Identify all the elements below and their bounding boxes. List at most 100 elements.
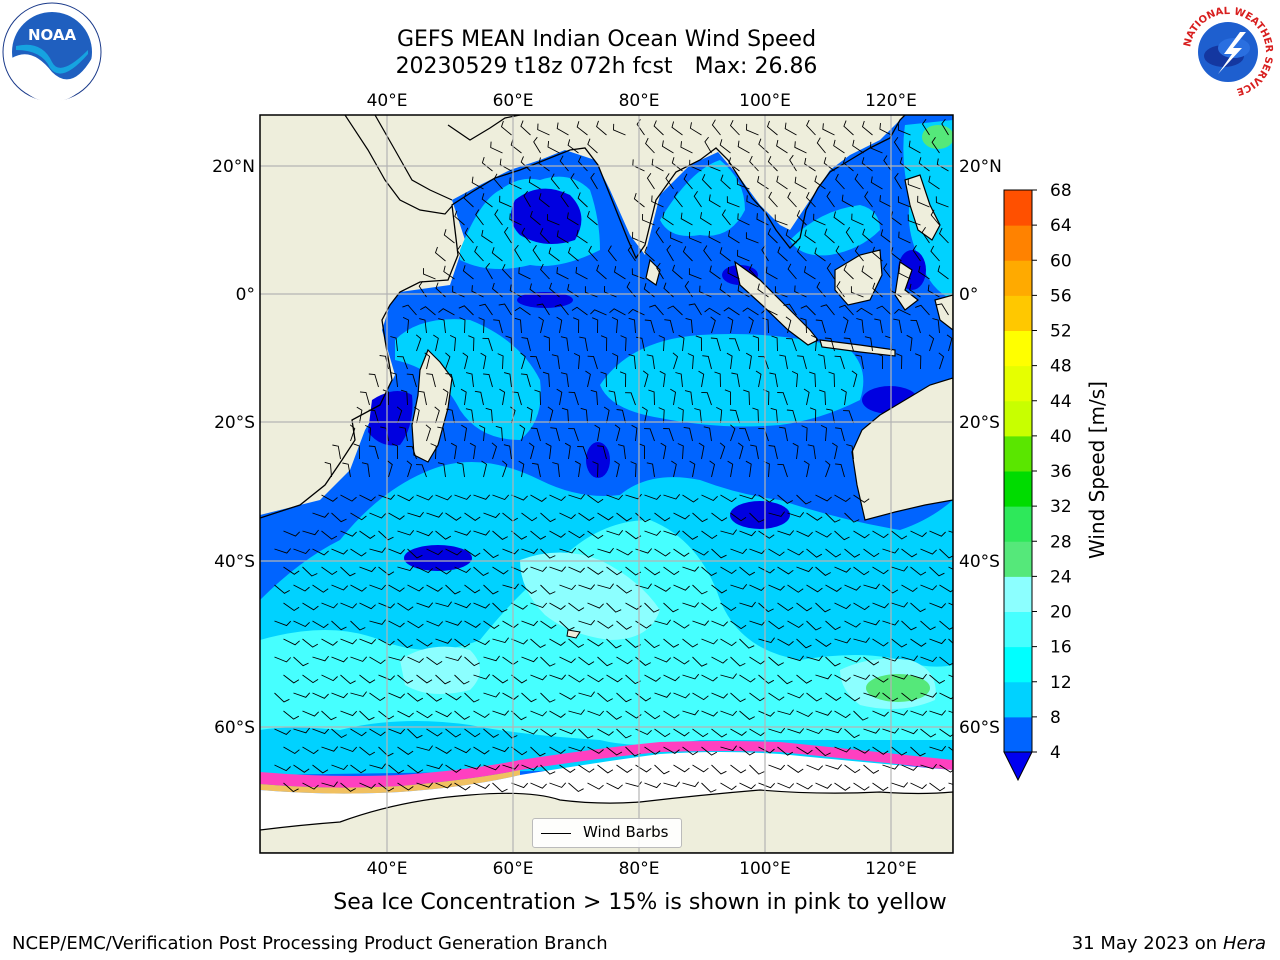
wind-barb <box>714 371 721 388</box>
wind-barb <box>274 764 291 772</box>
wind-barb <box>353 443 360 460</box>
wind-barb <box>493 173 503 190</box>
wind-barb <box>815 566 831 576</box>
wind-barb <box>590 172 598 190</box>
wind-barb <box>692 692 709 701</box>
wind-barb <box>767 156 778 172</box>
wind-barb <box>396 406 403 424</box>
wind-barb <box>604 285 617 298</box>
wind-barb <box>568 494 586 500</box>
wind-barb <box>891 746 908 756</box>
wind-barb <box>834 494 851 503</box>
wind-barb <box>920 548 937 555</box>
wind-barb <box>481 156 493 172</box>
coastline-sumatra <box>734 260 819 346</box>
wind-barb <box>768 511 785 517</box>
colorbar-segment-36 <box>1004 435 1032 472</box>
wind-barb <box>587 710 605 717</box>
wind-barb <box>597 583 614 590</box>
wind-barb <box>359 602 376 610</box>
wind-barb <box>872 530 889 539</box>
wind-barb <box>473 746 490 755</box>
wind-barb <box>727 316 734 334</box>
wind-barb <box>359 494 376 502</box>
wind-barb <box>532 245 541 262</box>
wind-barb <box>672 352 679 370</box>
wind-barb <box>927 284 940 298</box>
sea-ice-caption: Sea Ice Concentration > 15% is shown in … <box>333 890 947 915</box>
wind-barb <box>719 139 731 154</box>
wind-barb <box>661 140 674 154</box>
lon-tick-top-100e: 100°E <box>739 91 791 111</box>
wind-barb <box>445 764 462 773</box>
wind-barb <box>794 141 807 154</box>
wind-barb <box>302 746 319 755</box>
wind-barb <box>445 655 462 662</box>
colorbar-segment-24 <box>1004 541 1032 577</box>
wind-barb <box>815 782 832 789</box>
wind-barb <box>796 782 813 790</box>
wind-barb <box>670 388 676 406</box>
noaa-logo: NOAA <box>2 2 102 102</box>
wind-barb <box>283 566 300 575</box>
wind-barb <box>752 407 759 424</box>
footer-credit: NCEP/EMC/Verification Post Processing Pr… <box>12 933 608 954</box>
colorbar-label: Wind Speed [m/s] <box>1085 381 1109 559</box>
wind-barb <box>777 674 793 685</box>
wind-barb <box>727 460 734 478</box>
wind-barb <box>761 308 778 316</box>
wind-barb <box>820 304 835 316</box>
wind-barb <box>815 710 833 716</box>
wind-barb <box>777 463 788 478</box>
wind-barb <box>413 406 420 424</box>
wind-barb <box>711 584 728 594</box>
wind-barb <box>815 673 832 680</box>
wind-barb <box>587 782 604 790</box>
wind-barb <box>331 620 347 631</box>
wind-barb <box>701 494 718 502</box>
wind-barb <box>806 584 823 593</box>
wind-barb <box>720 673 737 679</box>
wind-barb <box>483 584 499 595</box>
wind-barb <box>573 352 580 370</box>
wind-barb <box>498 303 512 316</box>
wind-barb <box>331 656 349 663</box>
wind-barb <box>768 548 785 557</box>
lat-tick-left-0: 0° <box>236 285 255 305</box>
wind-barb <box>745 232 759 244</box>
wind-barb <box>587 355 598 370</box>
wind-barb <box>644 782 662 789</box>
legend-line-sample <box>541 833 571 834</box>
wind-barb <box>689 122 702 136</box>
wind-barb <box>688 268 702 280</box>
wind-barb <box>416 530 434 537</box>
max-speed-text: Max: 26.86 <box>694 54 818 79</box>
wind-barb <box>492 674 509 684</box>
wind-barb <box>520 373 531 388</box>
wind-barb <box>573 317 580 334</box>
wind-barb <box>768 727 786 734</box>
wind-barb <box>548 247 560 262</box>
wind-barb <box>833 211 845 226</box>
wind-barb <box>737 140 750 154</box>
wind-barb <box>920 656 938 663</box>
wind-barb <box>340 602 358 609</box>
wind-barb <box>340 494 357 502</box>
wind-barb <box>511 494 528 501</box>
wind-barb <box>568 638 585 648</box>
wind-barb <box>540 512 556 523</box>
wind-barb <box>928 334 935 352</box>
wind-barb <box>596 264 607 280</box>
wind-barb <box>497 353 504 370</box>
wind-barb <box>452 285 465 298</box>
wind-barb <box>407 728 423 739</box>
wind-barb <box>929 710 947 716</box>
wind-barb <box>521 337 531 352</box>
wind-barb <box>763 461 770 478</box>
wind-barb <box>806 655 823 662</box>
wind-barb <box>853 602 870 611</box>
wind-barb <box>606 674 623 683</box>
wind-barb <box>739 601 756 608</box>
wind-barb <box>606 530 624 536</box>
wind-barb <box>891 638 908 648</box>
